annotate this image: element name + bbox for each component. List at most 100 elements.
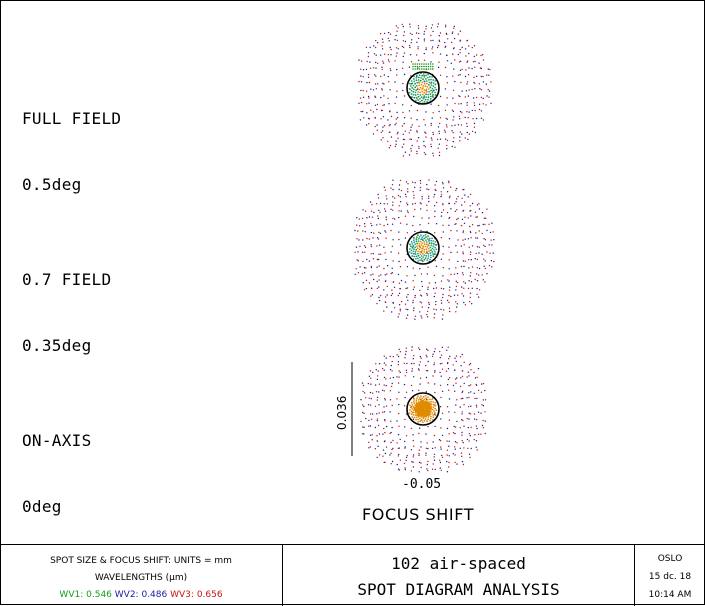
spot-ray <box>419 189 421 191</box>
spot-ray <box>378 253 380 255</box>
spot-ray <box>382 137 384 139</box>
spot-ray <box>414 82 417 85</box>
spot-ray <box>461 431 463 434</box>
spot-ray <box>482 59 485 61</box>
spot-ray <box>420 77 422 79</box>
spot-ray <box>478 246 480 248</box>
spot-ray <box>416 131 418 133</box>
spot-ray <box>371 439 373 441</box>
spot-ray <box>463 281 465 283</box>
spot-ray <box>421 419 423 421</box>
spot-ray <box>412 301 414 304</box>
spot-ray <box>423 251 426 253</box>
spot-ray <box>369 391 372 394</box>
spot-ray <box>473 81 475 84</box>
spot-ray <box>421 250 424 252</box>
spot-ray <box>446 97 448 99</box>
spot-ray <box>427 447 429 450</box>
spot-ray <box>397 316 399 318</box>
spot-ray <box>473 418 476 420</box>
spot-ray <box>478 103 481 106</box>
spot-ray <box>379 54 382 56</box>
footer: SPOT SIZE & FOCUS SHIFT: UNITS = mm WAVE… <box>0 544 705 606</box>
spot-ray <box>444 46 446 49</box>
spot-ray <box>404 418 406 421</box>
spot-ray <box>483 238 485 240</box>
spot-ray <box>429 398 431 401</box>
spot-ray <box>474 258 476 260</box>
spot-ray <box>477 433 480 435</box>
spot-ray <box>374 74 376 76</box>
spot-ray <box>476 427 478 430</box>
spot-ray <box>421 285 423 288</box>
spot-ray <box>452 119 454 121</box>
spot-ray <box>438 143 440 145</box>
spot-ray <box>410 427 413 430</box>
spot-ray <box>418 236 421 238</box>
spot-ray <box>454 124 456 127</box>
spot-ray <box>466 81 469 83</box>
spot-ray <box>461 460 464 463</box>
spot-ray <box>425 255 428 257</box>
field-name: 0.7 FIELD <box>22 270 112 289</box>
spot-ray <box>387 37 389 40</box>
spot-ray <box>427 416 430 418</box>
spot-ray <box>417 395 419 397</box>
spot-ray <box>473 371 475 374</box>
spot-ray <box>425 454 427 456</box>
spot-ray <box>404 396 406 399</box>
spot-ray <box>478 252 480 254</box>
spot-ray <box>459 48 461 51</box>
spot-ray <box>448 246 450 248</box>
spot-ray <box>410 402 413 404</box>
spot-ray <box>418 63 421 65</box>
spot-ray <box>417 79 420 81</box>
spot-ray <box>417 95 420 98</box>
spot-ray <box>412 250 415 253</box>
spot-ray <box>413 409 415 411</box>
spot-ray <box>467 426 469 429</box>
spot-ray <box>415 255 418 258</box>
spot-ray <box>433 364 435 366</box>
spot-ray <box>399 310 401 312</box>
spot-ray <box>490 81 492 83</box>
date: 15 dc. 18 <box>648 572 692 582</box>
spot-ray <box>423 40 426 42</box>
spot-ray <box>381 130 384 132</box>
spot-ray <box>416 109 419 112</box>
spot-ray <box>464 75 467 78</box>
spot-ray <box>466 131 468 134</box>
spot-ray <box>413 248 415 251</box>
spot-ray <box>442 253 444 255</box>
spot-ray <box>461 391 463 394</box>
spot-ray <box>376 280 378 283</box>
spot-ray <box>435 300 437 303</box>
spot-ray <box>411 416 414 418</box>
spot-ray <box>409 88 411 90</box>
spot-ray <box>440 375 442 377</box>
spot-ray <box>432 63 434 65</box>
spot-ray <box>411 370 413 372</box>
spot-ray <box>409 245 412 248</box>
spot-ray <box>373 53 376 55</box>
spot-ray <box>389 124 391 126</box>
spot-ray <box>367 73 370 76</box>
spot-ray <box>491 222 493 224</box>
spot-ray <box>427 396 429 399</box>
spot-ray <box>476 225 479 227</box>
spot-ray <box>467 217 469 219</box>
spot-ray <box>461 46 463 49</box>
spot-ray <box>447 368 450 370</box>
spot-ray <box>425 96 428 98</box>
spot-ray <box>476 418 478 421</box>
spot-ray <box>368 123 370 125</box>
spot-ray <box>461 90 463 92</box>
spot-ray <box>472 118 474 120</box>
spot-ray <box>383 104 385 106</box>
spot-ray <box>444 66 447 69</box>
spot-ray <box>413 88 415 91</box>
field-label-full: FULL FIELD 0.5deg <box>22 64 121 218</box>
spot-ray <box>409 54 412 56</box>
spot-ray <box>358 59 360 61</box>
spot-ray <box>419 355 422 358</box>
